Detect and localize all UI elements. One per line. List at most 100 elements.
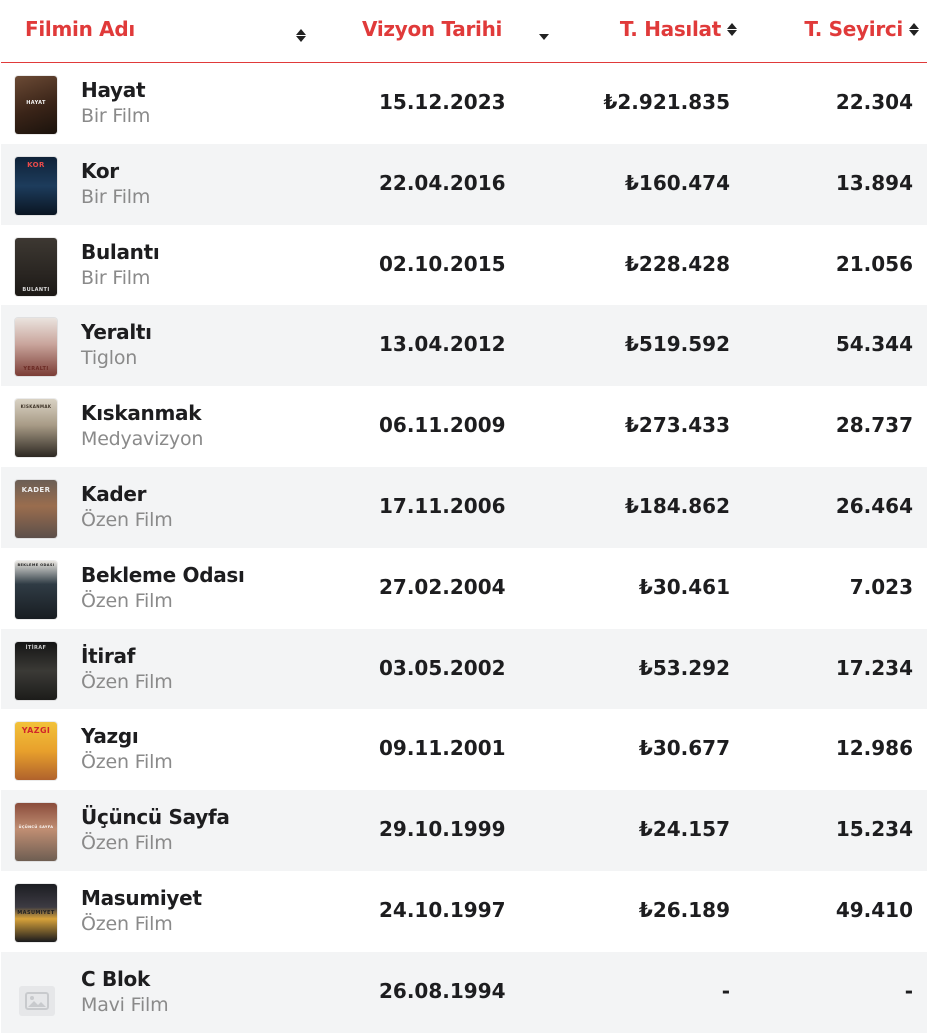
poster-title: BULANTI: [22, 286, 50, 293]
table-row[interactable]: ÜÇÜNCÜ SAYFA Üçüncü Sayfa Özen Film 29.1…: [1, 790, 927, 871]
film-title[interactable]: Bekleme Odası: [81, 562, 245, 587]
sort-desc-icon[interactable]: [539, 34, 549, 40]
poster-image[interactable]: İTİRAF: [15, 641, 57, 700]
film-title[interactable]: C Blok: [81, 966, 150, 991]
table-row[interactable]: BEKLEME ODASI Bekleme Odası Özen Film 27…: [1, 548, 927, 629]
film-title[interactable]: Kıskanmak: [81, 401, 202, 426]
film-title[interactable]: Kader: [81, 481, 147, 506]
total-gross: ₺228.428: [624, 251, 730, 276]
poster-title: HAYAT: [26, 100, 46, 106]
poster-image[interactable]: KADER: [15, 479, 57, 538]
total-audience: 49.410: [835, 897, 913, 922]
release-date: 09.11.2001: [379, 736, 506, 761]
release-date: 29.10.1999: [379, 817, 506, 842]
table-row[interactable]: MASUMIYET Masumiyet Özen Film 24.10.1997…: [1, 871, 927, 952]
film-distributor: Bir Film: [81, 266, 151, 289]
table-body: HAYAT Hayat Bir Film 15.12.2023 ₺2.921.8…: [1, 63, 927, 1033]
film-distributor: Özen Film: [81, 912, 173, 935]
film-distributor: Özen Film: [81, 832, 173, 855]
column-header-audience[interactable]: T. Seyirci: [804, 17, 919, 41]
release-date: 17.11.2006: [379, 493, 506, 518]
total-audience: 26.464: [835, 493, 913, 518]
film-distributor: Bir Film: [81, 185, 151, 208]
total-gross: ₺160.474: [624, 170, 730, 195]
sort-icon[interactable]: [909, 21, 919, 37]
total-gross: ₺184.862: [624, 493, 730, 518]
film-title[interactable]: Masumiyet: [81, 885, 202, 910]
film-title[interactable]: Yazgı: [81, 724, 139, 749]
table-row[interactable]: YAZGI Yazgı Özen Film 09.11.2001 ₺30.677…: [1, 709, 927, 790]
table-row[interactable]: HAYAT Hayat Bir Film 15.12.2023 ₺2.921.8…: [1, 63, 927, 144]
film-title[interactable]: Üçüncü Sayfa: [81, 805, 230, 830]
poster-title: MASUMIYET: [17, 909, 55, 916]
release-date: 02.10.2015: [379, 251, 506, 276]
table-header: Filmin Adı Vizyon Tarihi T. Hasılat T. S…: [1, 0, 927, 63]
film-title[interactable]: İtiraf: [81, 643, 136, 668]
sort-icon[interactable]: [296, 27, 306, 43]
total-gross: ₺273.433: [624, 413, 730, 438]
film-distributor: Bir Film: [81, 105, 151, 127]
poster-image[interactable]: YERALTI: [15, 318, 57, 377]
poster-image[interactable]: YAZGI: [15, 722, 57, 781]
total-gross: ₺519.592: [624, 332, 730, 357]
total-gross: ₺30.461: [638, 574, 730, 599]
release-date: 22.04.2016: [379, 170, 506, 195]
poster-image[interactable]: HAYAT: [15, 76, 57, 134]
poster-title: ÜÇÜNCÜ SAYFA: [18, 825, 54, 830]
column-header-gross[interactable]: T. Hasılat: [620, 17, 737, 41]
poster-title: KADER: [21, 485, 51, 494]
total-audience: 28.737: [835, 413, 913, 438]
poster-image[interactable]: KISKANMAK: [15, 399, 57, 458]
film-distributor: Özen Film: [81, 508, 173, 531]
film-distributor: Özen Film: [81, 670, 173, 693]
poster-image[interactable]: KOR: [15, 156, 57, 215]
sort-icon[interactable]: [727, 21, 737, 37]
release-date: 26.08.1994: [379, 978, 506, 1003]
table-row[interactable]: BULANTI Bulantı Bir Film 02.10.2015 ₺228…: [1, 225, 927, 306]
column-header-date-label: Vizyon Tarihi: [362, 17, 503, 41]
film-distributor: Tiglon: [81, 347, 138, 370]
poster-image[interactable]: MASUMIYET: [15, 883, 57, 942]
poster-image[interactable]: BEKLEME ODASI: [15, 560, 57, 619]
release-date: 24.10.1997: [379, 897, 506, 922]
column-header-name-label: Filmin Adı: [25, 17, 135, 41]
total-audience: 13.894: [835, 170, 913, 195]
release-date: 06.11.2009: [379, 413, 506, 438]
image-icon: [25, 991, 49, 1010]
table-row[interactable]: İTİRAF İtiraf Özen Film 03.05.2002 ₺53.2…: [1, 628, 927, 710]
column-header-name[interactable]: Filmin Adı: [25, 17, 135, 41]
poster-title: BEKLEME ODASI: [17, 562, 55, 567]
total-audience: 7.023: [849, 574, 913, 599]
release-date: 03.05.2002: [379, 655, 506, 680]
film-title[interactable]: Kor: [81, 158, 119, 183]
total-gross: ₺24.157: [638, 817, 730, 842]
total-audience: 21.056: [835, 251, 913, 276]
film-title[interactable]: Yeraltı: [81, 320, 152, 345]
film-title[interactable]: Bulantı: [81, 239, 160, 264]
poster-title: İTİRAF: [25, 644, 47, 651]
total-gross: ₺2.921.835: [603, 90, 730, 114]
table-row[interactable]: C Blok Mavi Film 26.08.1994 - -: [1, 951, 927, 1033]
film-distributor: Medyavizyon: [81, 428, 204, 451]
column-header-date[interactable]: Vizyon Tarihi: [362, 17, 502, 41]
total-audience: 54.344: [835, 332, 913, 357]
image-placeholder-icon: [19, 985, 55, 1016]
release-date: 27.02.2004: [379, 574, 506, 599]
poster-title: YAZGI: [21, 726, 51, 736]
film-title[interactable]: Hayat: [81, 78, 146, 102]
table-row[interactable]: KISKANMAK Kıskanmak Medyavizyon 06.11.20…: [1, 386, 927, 467]
film-distributor: Mavi Film: [81, 993, 169, 1016]
release-date: 15.12.2023: [379, 90, 506, 114]
table-row[interactable]: YERALTI Yeraltı Tiglon 13.04.2012 ₺519.5…: [1, 305, 927, 387]
table-row[interactable]: KOR Kor Bir Film 22.04.2016 ₺160.474 13.…: [1, 143, 927, 225]
total-audience: 22.304: [835, 90, 913, 114]
total-audience: 15.234: [835, 817, 913, 842]
release-date: 13.04.2012: [379, 332, 506, 357]
table-row[interactable]: KADER Kader Özen Film 17.11.2006 ₺184.86…: [1, 466, 927, 548]
poster-image[interactable]: ÜÇÜNCÜ SAYFA: [15, 803, 57, 862]
film-distributor: Özen Film: [81, 751, 173, 774]
poster-image[interactable]: BULANTI: [15, 237, 57, 296]
film-distributor: Özen Film: [81, 589, 173, 612]
column-header-gross-label: T. Hasılat: [619, 17, 721, 41]
